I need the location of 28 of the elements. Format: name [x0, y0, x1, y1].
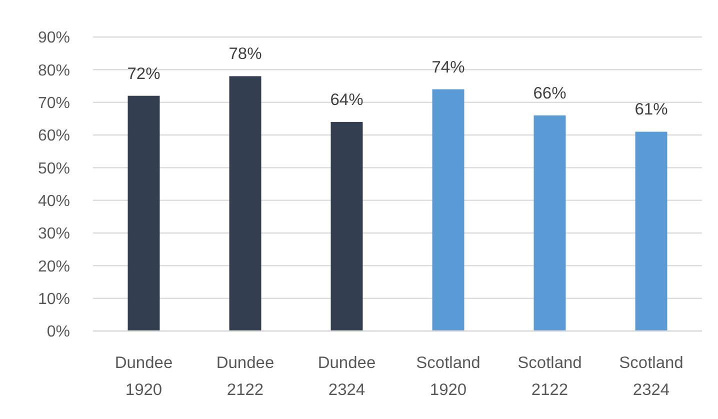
bar	[432, 89, 464, 331]
y-tick-label: 20%	[38, 258, 70, 276]
x-tick-label: Dundee 1920	[114, 354, 173, 399]
data-label: 74%	[432, 58, 466, 76]
y-tick-label: 60%	[38, 128, 70, 145]
y-tick-label: 0%	[46, 324, 70, 341]
bar	[128, 96, 160, 331]
data-label: 72%	[127, 64, 161, 83]
y-tick-label: 50%	[38, 160, 70, 178]
x-tick-label: Scotland 2324	[619, 354, 684, 399]
bar	[635, 132, 668, 331]
y-tick-label: 70%	[38, 94, 70, 112]
data-label: 61%	[634, 100, 668, 119]
y-tick-label: 90%	[38, 30, 70, 47]
y-tick-label: 30%	[38, 226, 70, 243]
y-tick-label: 40%	[38, 192, 70, 210]
bar	[330, 122, 363, 331]
bar	[229, 76, 262, 331]
x-tick-label: Scotland 2122	[518, 354, 582, 399]
bar	[534, 115, 566, 331]
x-tick-label: Dundee 2324	[318, 354, 376, 399]
y-tick-label: 80%	[38, 62, 70, 80]
data-label: 64%	[330, 90, 364, 109]
y-tick-label: 10%	[38, 290, 70, 308]
data-label: 66%	[533, 84, 567, 102]
x-tick-label: Scotland 1920	[416, 354, 480, 399]
x-tick-label: Dundee 2122	[216, 354, 274, 399]
data-label: 78%	[228, 45, 262, 64]
